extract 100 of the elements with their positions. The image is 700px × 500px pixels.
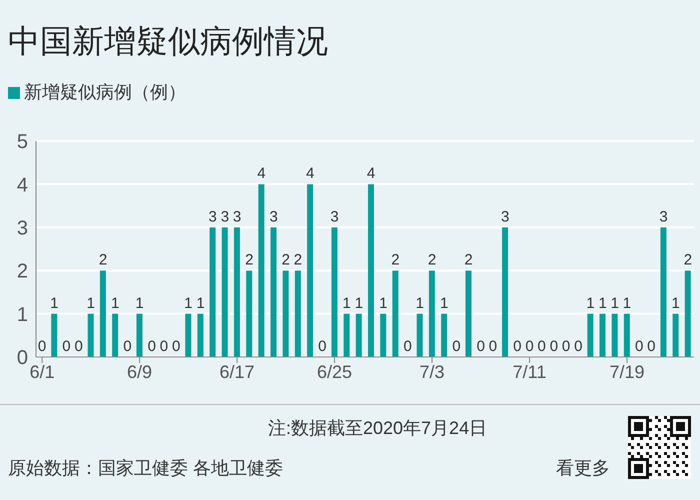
data-label: 1 [416, 294, 424, 312]
bar [502, 227, 508, 357]
data-label: 0 [513, 338, 522, 355]
text: 原始数据：国家卫健委 各地卫健委 [8, 457, 284, 480]
data-label: 2 [428, 252, 436, 269]
x-tick-label: 6/17 [220, 362, 255, 382]
data-label: 0 [550, 338, 558, 355]
data-label: 2 [282, 252, 290, 269]
bar [368, 184, 374, 357]
data-label: 1 [342, 294, 351, 312]
y-tick-label: 1 [16, 304, 28, 326]
bar [51, 314, 58, 357]
y-tick-label: 5 [16, 131, 28, 154]
data-label: 2 [464, 252, 473, 269]
data-label: 1 [50, 294, 58, 312]
bar [210, 227, 216, 357]
y-tick-label: 0 [16, 347, 28, 370]
data-label: 4 [306, 165, 314, 182]
bar [624, 314, 630, 357]
x-tick-label: 7/3 [420, 362, 445, 382]
bar [416, 314, 423, 357]
data-label: 0 [318, 338, 327, 355]
bar [246, 270, 252, 357]
data-label: 0 [476, 338, 485, 355]
data-label: 0 [172, 338, 180, 355]
data-label: 1 [672, 294, 680, 312]
bar [270, 227, 277, 357]
data-label: 0 [62, 338, 71, 355]
data-label: 1 [196, 294, 205, 312]
y-tick-label: 2 [16, 260, 28, 283]
bar [392, 270, 398, 357]
bar [88, 314, 94, 357]
bar [380, 314, 386, 357]
data-label: 0 [525, 338, 534, 355]
bar [185, 314, 192, 357]
data-label: 0 [160, 338, 168, 355]
data-label: 0 [74, 338, 83, 355]
bar [258, 184, 264, 357]
data-label: 3 [220, 208, 230, 226]
legend-label: 新增疑似病例（例） [24, 82, 186, 102]
text: 注:数据截至2020年7月24日 [268, 417, 488, 440]
bar [684, 270, 691, 357]
bar [441, 314, 448, 357]
data-label: 0 [123, 338, 132, 355]
data-label: 0 [452, 338, 461, 355]
bar [356, 314, 362, 357]
bar [331, 227, 338, 357]
bar [197, 314, 204, 357]
bar [294, 270, 301, 357]
data-label: 2 [98, 252, 108, 269]
data-label: 0 [538, 338, 546, 355]
bar [222, 227, 228, 357]
y-tick-label: 4 [16, 174, 28, 196]
data-label: 2 [245, 252, 254, 269]
bar [660, 227, 666, 357]
data-label: 1 [586, 294, 595, 312]
data-label: 0 [574, 338, 582, 355]
bar [344, 314, 350, 357]
data-label: 4 [257, 165, 266, 182]
data-label: 3 [659, 208, 668, 226]
data-label: 1 [379, 294, 388, 312]
data-label: 0 [403, 338, 412, 355]
data-label: 1 [622, 294, 632, 312]
data-label: 1 [440, 294, 448, 312]
bar [136, 314, 142, 357]
bar [612, 314, 618, 357]
data-label: 0 [148, 338, 156, 355]
data-label: 1 [184, 294, 192, 312]
bar [465, 270, 472, 357]
data-label: 0 [562, 338, 570, 355]
data-label: 1 [354, 294, 364, 312]
bar [672, 314, 679, 357]
data-label: 2 [391, 252, 400, 269]
bar [600, 314, 606, 357]
data-label: 1 [610, 294, 619, 312]
x-tick-label: 7/19 [609, 362, 645, 382]
y-tick-label: 3 [16, 218, 28, 240]
bar [307, 184, 314, 357]
bar [100, 270, 106, 357]
data-label: 1 [111, 294, 120, 312]
bar [234, 227, 240, 357]
bar [282, 270, 289, 357]
data-label: 2 [684, 252, 692, 269]
data-label: 2 [294, 252, 302, 269]
data-label: 4 [366, 165, 376, 182]
data-label: 0 [647, 338, 656, 355]
bar [428, 270, 435, 357]
chart-title: 中国新增疑似病例情况 [8, 22, 328, 61]
x-tick-label: 6/9 [127, 362, 152, 382]
x-tick-label: 6/25 [317, 362, 352, 382]
data-label: 1 [135, 294, 144, 312]
data-label: 0 [38, 338, 46, 355]
x-tick-label: 7/11 [512, 362, 546, 382]
data-label: 0 [488, 338, 498, 355]
data-label: 3 [208, 208, 217, 226]
x-tick-label: 6/1 [30, 362, 55, 382]
bar [112, 314, 118, 357]
data-label: 3 [500, 208, 510, 226]
bar [587, 314, 594, 357]
data-label: 0 [634, 338, 644, 355]
